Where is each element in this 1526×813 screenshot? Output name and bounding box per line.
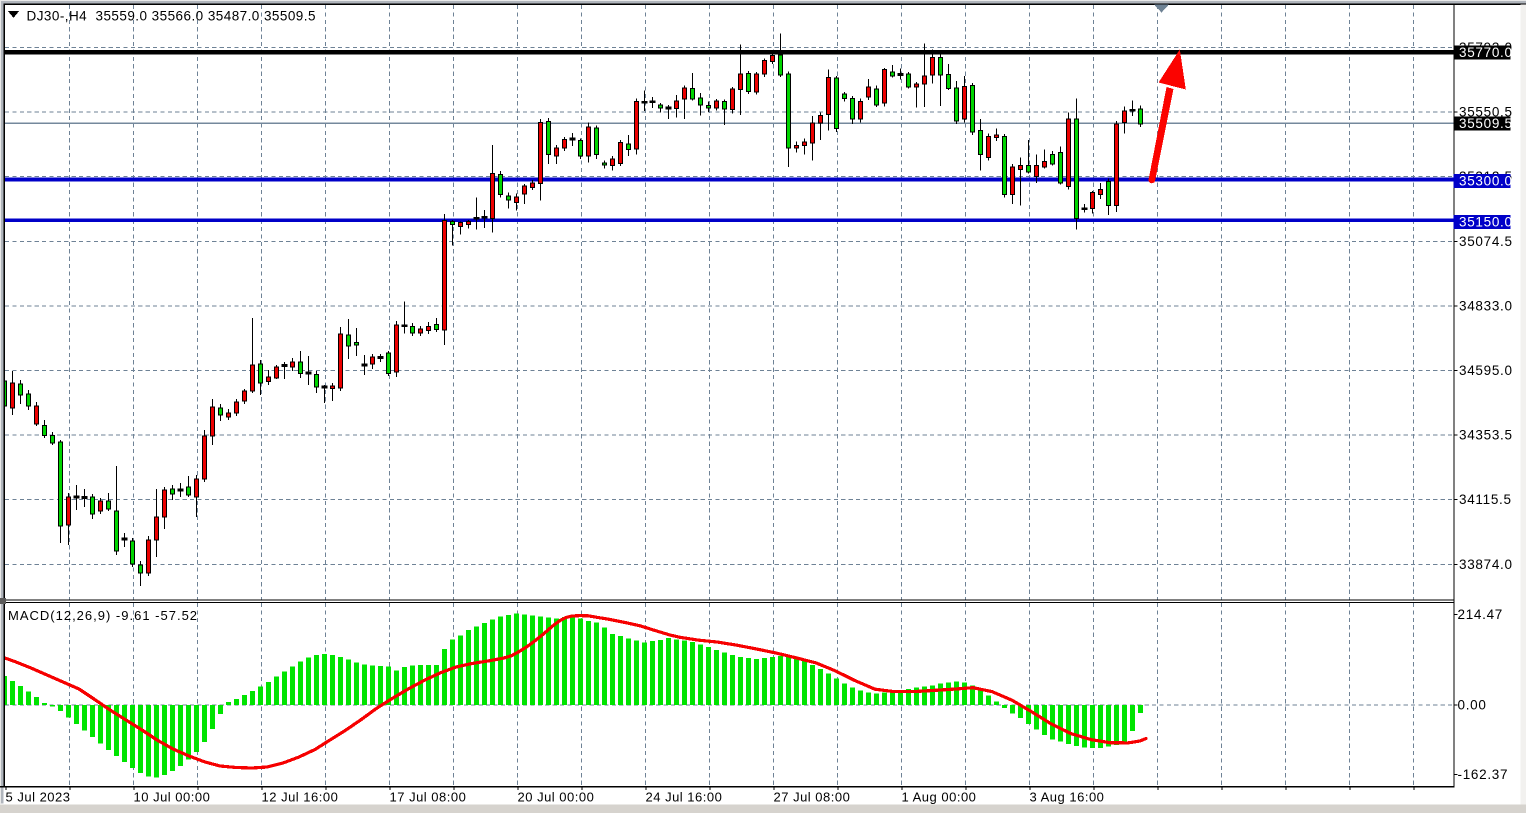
svg-text:35770.0: 35770.0 — [1459, 45, 1513, 60]
svg-text:17 Jul 08:00: 17 Jul 08:00 — [390, 790, 467, 805]
svg-text:MACD(12,26,9) -9.61 -57.52: MACD(12,26,9) -9.61 -57.52 — [8, 608, 198, 623]
svg-text:DJ30-,H4 35559.0 35566.0 3548: DJ30-,H4 35559.0 35566.0 35487.0 35509.5 — [27, 9, 316, 24]
svg-text:34595.0: 34595.0 — [1459, 363, 1513, 378]
svg-text:35150.0: 35150.0 — [1459, 215, 1513, 230]
svg-text:12 Jul 16:00: 12 Jul 16:00 — [262, 790, 339, 805]
svg-text:35550.5: 35550.5 — [1459, 105, 1513, 120]
svg-text:33874.0: 33874.0 — [1459, 557, 1513, 572]
svg-text:20 Jul 00:00: 20 Jul 00:00 — [518, 790, 595, 805]
svg-text:35074.5: 35074.5 — [1459, 234, 1513, 249]
svg-text:1 Aug 00:00: 1 Aug 00:00 — [902, 790, 977, 805]
svg-text:3 Aug 16:00: 3 Aug 16:00 — [1030, 790, 1105, 805]
svg-text:5 Jul 2023: 5 Jul 2023 — [6, 790, 71, 805]
svg-text:0.00: 0.00 — [1458, 698, 1487, 713]
svg-text:34353.5: 34353.5 — [1459, 428, 1513, 443]
svg-text:24 Jul 16:00: 24 Jul 16:00 — [646, 790, 723, 805]
svg-text:35509.5: 35509.5 — [1459, 116, 1513, 131]
svg-text:34115.5: 34115.5 — [1459, 492, 1512, 507]
svg-text:34833.0: 34833.0 — [1459, 298, 1513, 313]
svg-text:214.47: 214.47 — [1458, 607, 1504, 622]
svg-text:10 Jul 00:00: 10 Jul 00:00 — [134, 790, 211, 805]
svg-text:27 Jul 08:00: 27 Jul 08:00 — [774, 790, 851, 805]
svg-text:-162.37: -162.37 — [1458, 767, 1509, 782]
svg-text:35300.0: 35300.0 — [1459, 174, 1513, 189]
